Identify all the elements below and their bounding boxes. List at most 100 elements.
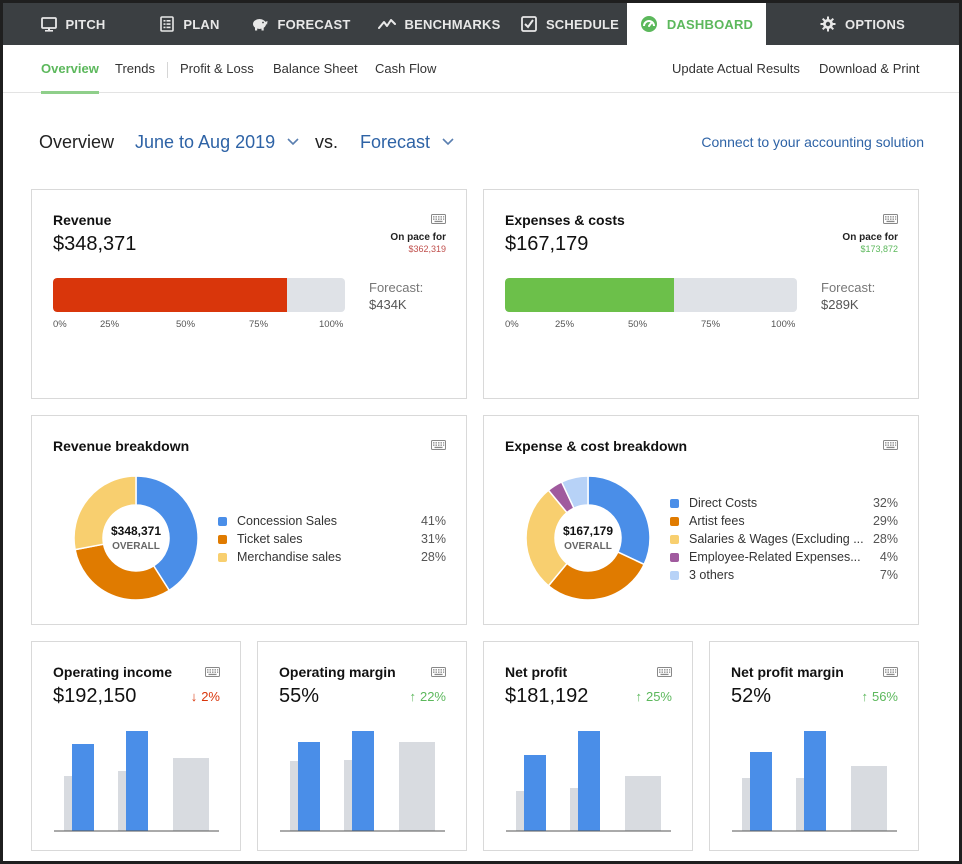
piggy-bank-icon [251, 17, 268, 31]
keyboard-icon[interactable] [883, 214, 898, 224]
keyboard-icon[interactable] [883, 664, 898, 682]
pace-value: $173,872 [860, 244, 898, 254]
change-value: 22% [419, 689, 446, 704]
card-title: Revenue breakdown [53, 438, 190, 454]
legend-percent: 28% [420, 550, 446, 564]
chevron-down-icon[interactable] [442, 138, 454, 146]
donut-center-value: $167,179 [562, 524, 614, 538]
bar-gray [625, 776, 661, 831]
card-title: Net profit [505, 664, 568, 680]
subnav-profit-loss[interactable]: Profit & Loss [180, 61, 254, 76]
metric-card: Operating income $192,150 ↓ 2% [31, 641, 241, 851]
arrow-up-icon: ↑ [635, 689, 642, 704]
tab-schedule[interactable]: SCHEDULE [513, 3, 627, 45]
donut-slice[interactable] [560, 475, 589, 510]
chevron-down-icon[interactable] [287, 138, 299, 146]
metric-card: Net profit margin 52% ↑ 56% [709, 641, 919, 851]
update-actual-results-link[interactable]: Update Actual Results [672, 61, 800, 76]
revenue-breakdown-card: Revenue breakdown $348,371 OVERALL Conce… [31, 415, 467, 625]
keyboard-icon[interactable] [657, 664, 672, 682]
tab-benchmarks[interactable]: BENCHMARKS [365, 3, 513, 45]
legend-item[interactable]: Ticket sales 31% [218, 530, 446, 548]
subnav-cash-flow[interactable]: Cash Flow [375, 61, 437, 76]
legend-item[interactable]: Merchandise sales 28% [218, 548, 446, 566]
legend-item[interactable]: 3 others 7% [670, 566, 898, 584]
legend-item[interactable]: Employee-Related Expenses... 4% [670, 548, 898, 566]
tab-plan[interactable]: PLAN [143, 3, 237, 45]
tab-options[interactable]: OPTIONS [766, 3, 959, 45]
donut-slice[interactable] [135, 475, 199, 592]
tick-label: 75% [249, 319, 269, 330]
bar-blue [578, 731, 600, 831]
legend-swatch [670, 499, 679, 508]
mini-bar-chart [732, 731, 897, 832]
keyboard-icon[interactable] [431, 214, 446, 224]
tick-label: 0% [505, 319, 519, 330]
keyboard-icon[interactable] [205, 664, 220, 682]
legend-percent: 32% [872, 496, 898, 510]
legend-swatch [218, 553, 227, 562]
subnav-trends[interactable]: Trends [115, 61, 155, 76]
page-title: Overview [39, 132, 115, 152]
tab-dashboard[interactable]: DASHBOARD [627, 3, 766, 45]
tab-label: DASHBOARD [666, 16, 754, 32]
expense-breakdown-card: Expense & cost breakdown $167,179 OVERAL… [483, 415, 919, 625]
tick-label: 50% [628, 319, 648, 330]
donut-slice[interactable] [547, 551, 646, 601]
metric-value: $181,192 [505, 685, 589, 707]
legend-percent: 4% [879, 550, 898, 564]
donut-slice[interactable] [73, 475, 137, 551]
legend-item[interactable]: Direct Costs 32% [670, 494, 898, 512]
bar-blue [298, 742, 320, 831]
bar-blue [72, 744, 94, 831]
comparison-selector[interactable]: Forecast [360, 132, 431, 152]
change-indicator: ↑ 56% [861, 689, 898, 704]
forecast-label: Forecast: [821, 280, 876, 295]
mini-bar-chart [54, 731, 219, 832]
donut-slice[interactable] [74, 543, 171, 601]
donut-slice[interactable] [587, 475, 651, 566]
metric-value: $192,150 [53, 685, 137, 707]
revenue-donut-chart [73, 475, 199, 601]
revenue-card: Revenue $348,371 On pace for $362,319 0%… [31, 189, 467, 399]
period-selector[interactable]: June to Aug 2019 [135, 132, 276, 152]
mini-bar-chart [280, 731, 445, 832]
legend-label: Ticket sales [237, 532, 303, 546]
tab-label: BENCHMARKS [404, 16, 501, 32]
donut-center-label: OVERALL [112, 541, 160, 552]
legend-swatch [218, 517, 227, 526]
keyboard-icon[interactable] [431, 440, 446, 450]
card-title: Operating margin [279, 664, 396, 680]
document-list-icon [160, 16, 175, 32]
progress-ticks: 0% 25% 50% 75% 100% [505, 319, 797, 331]
expenses-card: Expenses & costs $167,179 On pace for $1… [483, 189, 919, 399]
legend-item[interactable]: Concession Sales 41% [218, 512, 446, 530]
bar-blue [524, 755, 546, 831]
forecast-value: $289K [821, 297, 859, 312]
subnav-overview[interactable]: Overview [41, 45, 99, 94]
change-indicator: ↑ 22% [409, 689, 446, 704]
connect-accounting-link[interactable]: Connect to your accounting solution [701, 134, 924, 150]
bar-blue [804, 731, 826, 831]
arrow-up-icon: ↑ [861, 689, 868, 704]
keyboard-icon[interactable] [883, 440, 898, 450]
legend-percent: 7% [879, 568, 898, 582]
tab-forecast[interactable]: FORECAST [237, 3, 365, 45]
expense-donut-chart [525, 475, 651, 601]
tab-pitch[interactable]: PITCH [3, 3, 143, 45]
legend-item[interactable]: Artist fees 29% [670, 512, 898, 530]
legend-label: Employee-Related Expenses... [689, 550, 861, 564]
legend-item[interactable]: Salaries & Wages (Excluding ... 28% [670, 530, 898, 548]
tick-label: 100% [771, 319, 796, 330]
sub-nav: Overview Trends Profit & Loss Balance Sh… [3, 45, 959, 94]
bar-gray [399, 742, 435, 831]
keyboard-icon[interactable] [431, 664, 446, 682]
download-print-link[interactable]: Download & Print [819, 61, 920, 76]
checkbox-icon [521, 16, 537, 32]
legend-percent: 41% [420, 514, 446, 528]
legend-label: Artist fees [689, 514, 745, 528]
subnav-balance-sheet[interactable]: Balance Sheet [273, 61, 358, 76]
legend-label: Salaries & Wages (Excluding ... [689, 532, 864, 546]
legend-swatch [670, 535, 679, 544]
legend-swatch [670, 553, 679, 562]
